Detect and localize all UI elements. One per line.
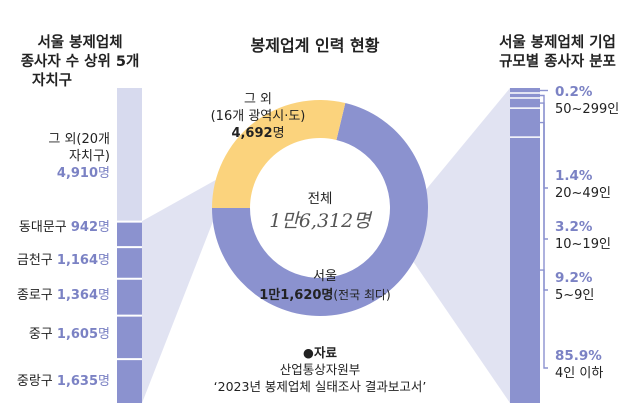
right-cat-20-49: 20~49인 bbox=[555, 186, 611, 201]
right-label-4-under: 85.9% 4인 이하 bbox=[555, 348, 603, 382]
left-value-others-num: 4,910 bbox=[56, 166, 99, 181]
left-bar-segment-4 bbox=[117, 315, 142, 359]
right-title-line1: 서울 봉제업체 기업 bbox=[499, 35, 616, 51]
donut-label-others-value: 4,692명 bbox=[198, 125, 318, 142]
right-pct-20-49: 1.4% bbox=[555, 168, 593, 184]
left-label-junggu-name: 중구 bbox=[28, 327, 53, 342]
donut-total-value: 1만6,312명 bbox=[269, 210, 371, 232]
left-label-others-line2: 자치구) bbox=[69, 149, 110, 164]
source-title-row: ●자료 bbox=[210, 344, 430, 361]
left-label-dongdaemun-name: 동대문구 bbox=[18, 220, 67, 235]
left-label-geumcheon: 금천구 1,164명 bbox=[0, 252, 110, 269]
left-bar-segment-5 bbox=[117, 358, 142, 403]
donut-label-seoul-name: 서울 bbox=[313, 269, 337, 284]
left-value-geumcheon: 1,164 bbox=[56, 253, 99, 268]
donut-label-others: 그 외 (16개 광역시·도) 4,692명 bbox=[198, 91, 318, 142]
donut-label-seoul-note: (전국 최다) bbox=[333, 288, 391, 302]
left-label-geumcheon-name: 금천구 bbox=[16, 253, 53, 268]
right-stacked-bar bbox=[510, 88, 548, 403]
left-value-dongdaemun: 942 bbox=[70, 220, 99, 235]
right-bar-segment-4 bbox=[510, 137, 540, 403]
right-pct-10-19: 3.2% bbox=[555, 219, 593, 235]
left-connector bbox=[142, 125, 251, 403]
right-label-50-299: 0.2% 50~299인 bbox=[555, 84, 619, 118]
left-label-others: 그 외(20개 자치구) 4,910명 bbox=[10, 131, 110, 182]
left-title-line3: 자치구 bbox=[32, 73, 73, 89]
right-bar-segment-3 bbox=[510, 108, 540, 138]
right-bar-segment-1 bbox=[510, 93, 540, 98]
left-label-jongno: 종로구 1,364명 bbox=[0, 287, 110, 304]
center-title: 봉제업계 인력 현황 bbox=[250, 36, 380, 55]
left-unit-dongdaemun: 명 bbox=[98, 220, 110, 235]
right-label-20-49: 1.4% 20~49인 bbox=[555, 168, 611, 202]
right-pct-50-299: 0.2% bbox=[555, 84, 593, 100]
right-connector bbox=[413, 88, 510, 403]
connector-layer bbox=[142, 88, 510, 403]
donut-slice-others bbox=[212, 99, 346, 208]
left-label-junggu: 중구 1,605명 bbox=[0, 326, 110, 343]
right-pct-5-9: 9.2% bbox=[555, 270, 593, 286]
right-cat-4-under: 4인 이하 bbox=[555, 366, 604, 381]
source-line2: ‘2023년 봉제업체 실태조사 결과보고서’ bbox=[213, 379, 427, 394]
left-bar-segment-2 bbox=[117, 246, 142, 279]
left-title: 서울 봉제업체 종사자 수 상위 5개 자치구 bbox=[0, 34, 160, 91]
right-title-line2: 규모별 종사자 분포 bbox=[499, 54, 616, 70]
donut-label-others-name: 그 외 bbox=[243, 92, 273, 107]
left-bar-segment-3 bbox=[117, 278, 142, 316]
donut-label-others-num: 4,692 bbox=[231, 126, 273, 141]
left-value-jungnang: 1,635 bbox=[56, 374, 99, 389]
left-bar-segment-0 bbox=[117, 88, 142, 222]
donut-chart bbox=[212, 99, 428, 316]
left-label-dongdaemun: 동대문구 942명 bbox=[0, 219, 110, 236]
right-cat-50-299: 50~299인 bbox=[555, 102, 620, 117]
left-unit-geumcheon: 명 bbox=[98, 253, 110, 268]
left-title-line1: 서울 봉제업체 bbox=[37, 35, 123, 51]
source: ●자료 산업통상자원부 ‘2023년 봉제업체 실태조사 결과보고서’ bbox=[210, 344, 430, 395]
source-title: 자료 bbox=[313, 345, 337, 360]
donut-total-label: 전체 bbox=[307, 191, 333, 207]
donut-label-others-sub: (16개 광역시·도) bbox=[210, 109, 306, 124]
donut-slice-seoul bbox=[212, 103, 428, 316]
right-title: 서울 봉제업체 기업 규모별 종사자 분포 bbox=[475, 34, 640, 72]
right-leader-3 bbox=[540, 121, 548, 291]
left-stacked-bar bbox=[20, 88, 142, 403]
right-cat-5-9: 5~9인 bbox=[555, 288, 595, 303]
donut-total: 전체 1만6,312명 bbox=[245, 190, 395, 234]
left-unit-jungnang: 명 bbox=[98, 374, 110, 389]
left-bar-segment-1 bbox=[117, 221, 142, 247]
left-value-jongno: 1,364 bbox=[56, 288, 99, 303]
right-label-10-19: 3.2% 10~19인 bbox=[555, 219, 611, 253]
left-label-jungnang-name: 중랑구 bbox=[16, 374, 53, 389]
left-value-others: 4,910명 bbox=[10, 165, 110, 182]
left-label-others-line1: 그 외(20개 bbox=[48, 132, 110, 147]
donut-label-others-unit: 명 bbox=[272, 126, 285, 141]
donut-label-seoul-value: 1만1,620명(전국 최다) bbox=[230, 286, 420, 305]
left-value-others-unit: 명 bbox=[98, 166, 110, 181]
left-unit-jongno: 명 bbox=[98, 288, 110, 303]
donut-label-seoul-num: 1만1,620명 bbox=[259, 288, 334, 303]
right-bar-segment-2 bbox=[510, 98, 540, 109]
left-label-jongno-name: 종로구 bbox=[16, 288, 53, 303]
donut-label-seoul: 서울 1만1,620명(전국 최다) bbox=[230, 268, 420, 305]
left-label-jungnang: 중랑구 1,635명 bbox=[0, 373, 110, 390]
right-leader-4 bbox=[540, 269, 548, 369]
source-bullet: ● bbox=[303, 345, 314, 360]
left-value-junggu: 1,605 bbox=[56, 327, 99, 342]
left-title-line2: 종사자 수 상위 5개 bbox=[20, 54, 140, 70]
right-pct-4-under: 85.9% bbox=[555, 348, 602, 364]
right-bar-segment-0 bbox=[510, 88, 540, 93]
right-label-5-9: 9.2% 5~9인 bbox=[555, 270, 594, 304]
right-cat-10-19: 10~19인 bbox=[555, 237, 611, 252]
source-line1: 산업통상자원부 bbox=[279, 362, 361, 377]
left-unit-junggu: 명 bbox=[98, 327, 110, 342]
